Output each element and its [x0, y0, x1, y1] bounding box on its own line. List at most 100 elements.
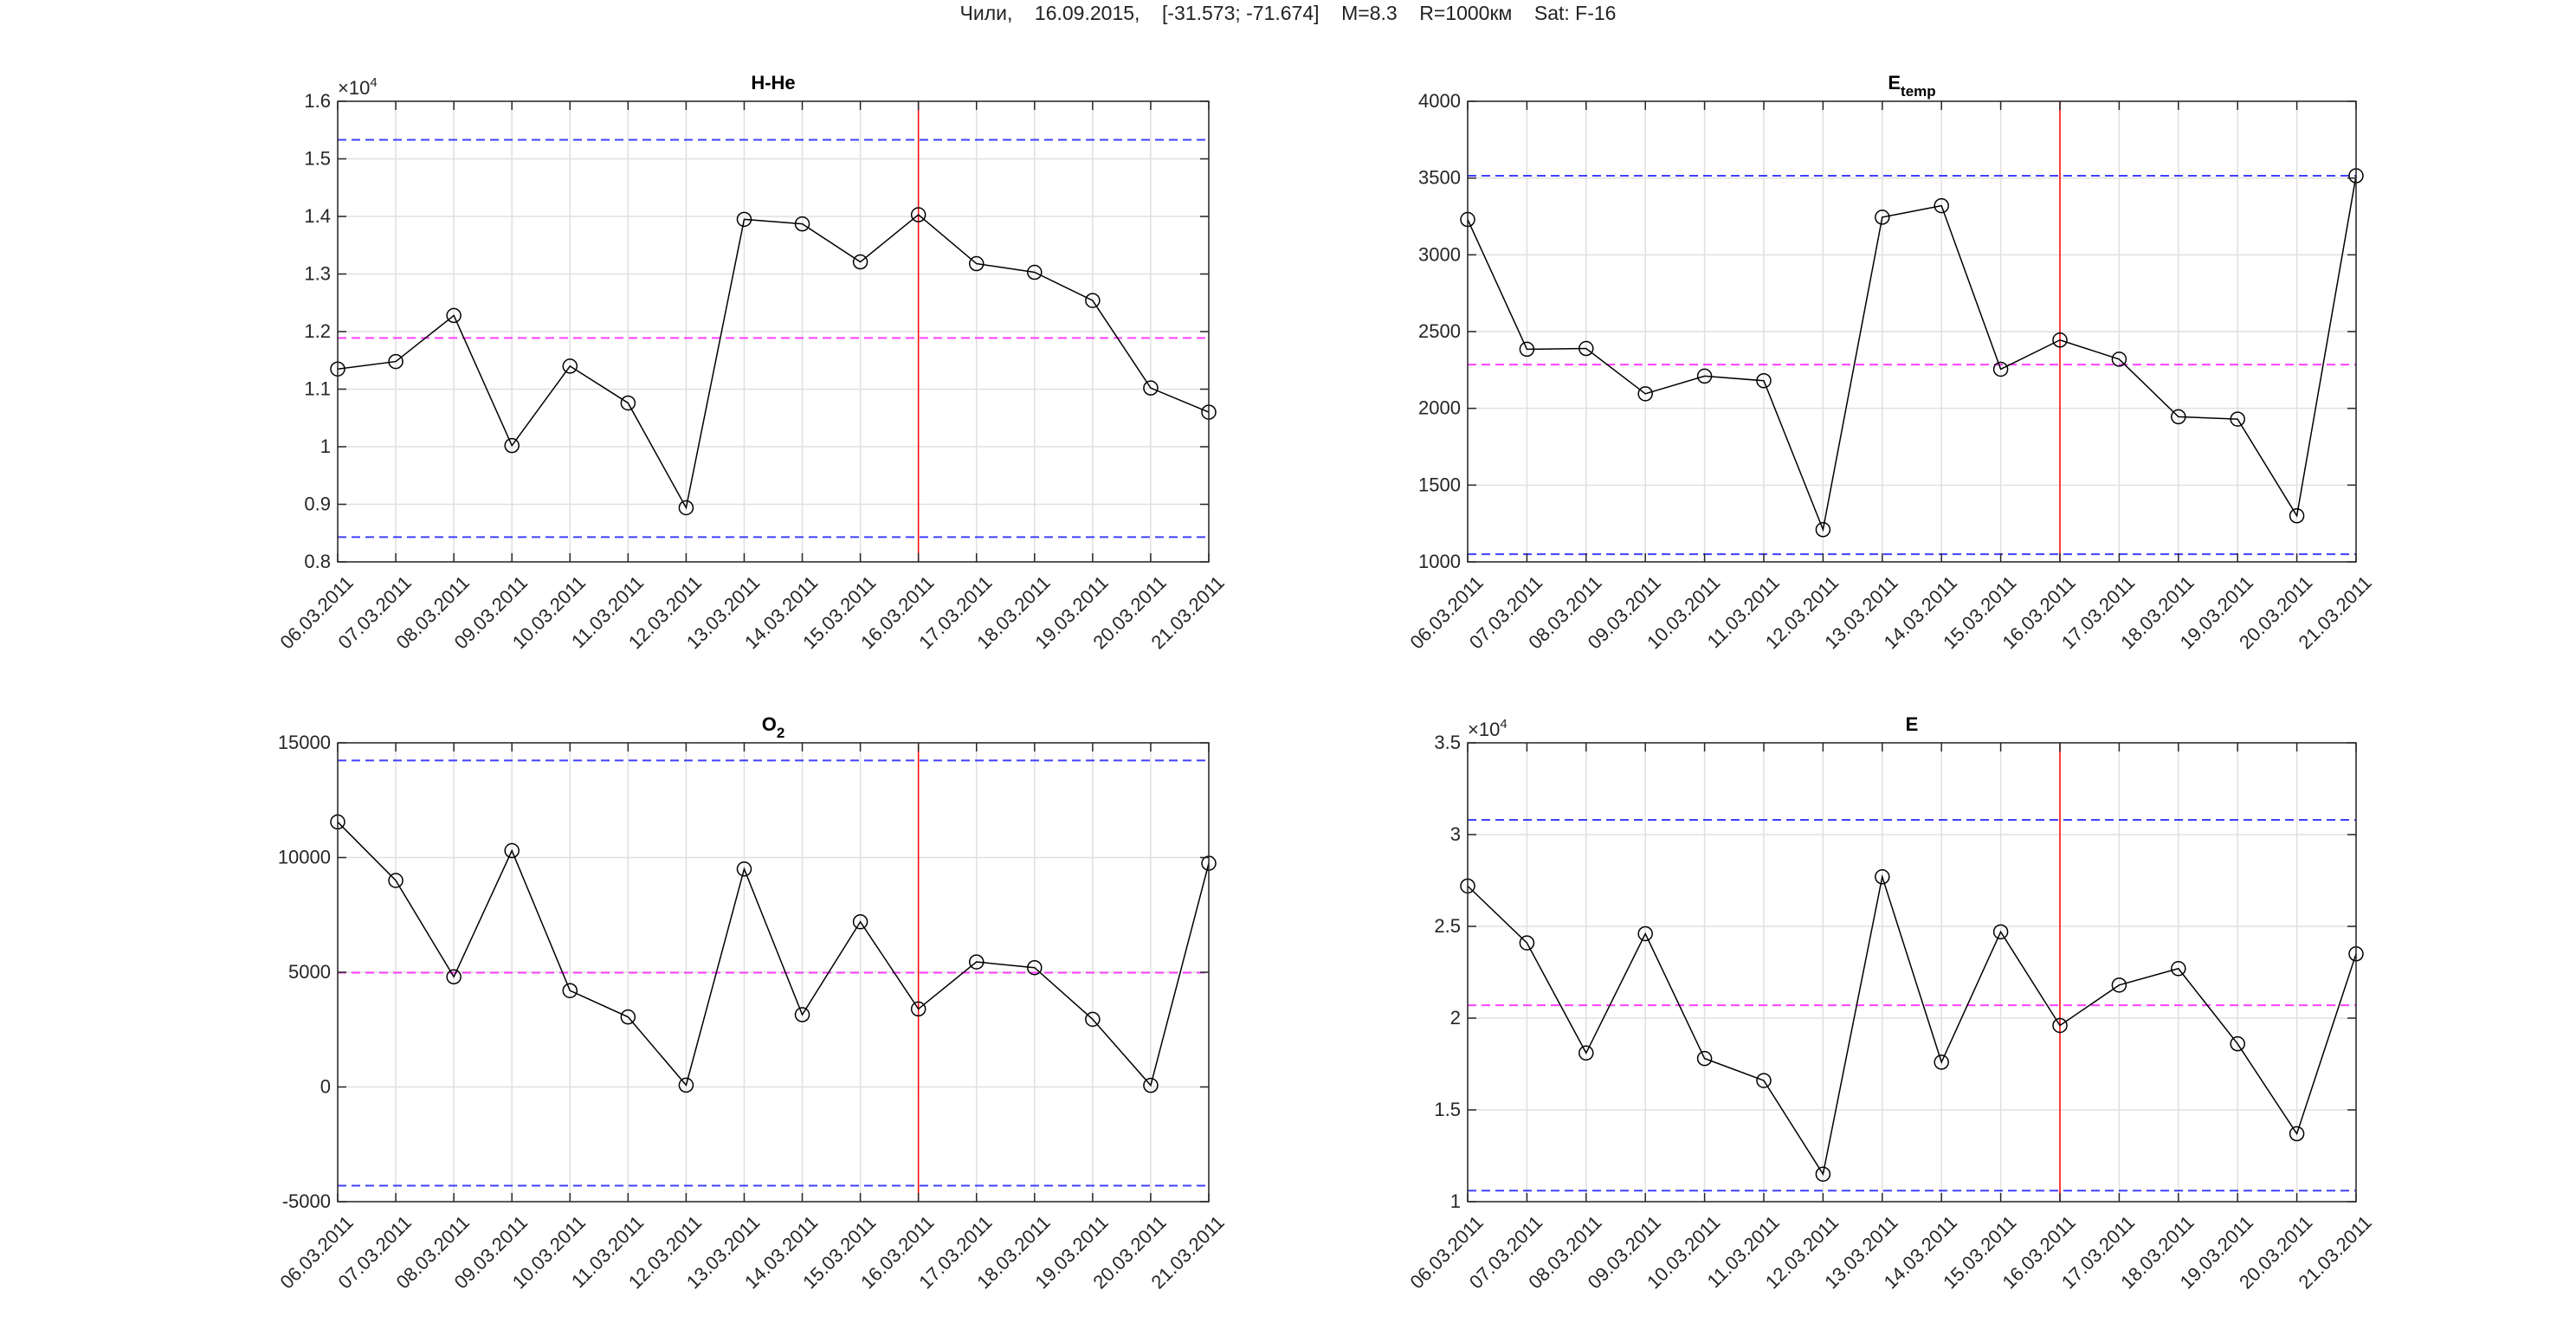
y-tick-label: 1.5: [1434, 1099, 1461, 1120]
y-tick-label: 0.8: [304, 551, 331, 572]
y-tick-label: 3.5: [1434, 732, 1461, 753]
data-point: [2111, 977, 2127, 993]
data-point: [1579, 340, 1594, 357]
data-point: [1934, 1054, 1949, 1070]
data-point: [1519, 341, 1535, 358]
figure-title: Чили, 16.09.2015, [-31.573; -71.674] M=8…: [959, 2, 1617, 24]
data-point: [2052, 332, 2068, 348]
y-tick-label: 1000: [1418, 551, 1461, 572]
data-point: [968, 954, 985, 970]
data-point: [562, 983, 578, 998]
y-tick-label: 1.1: [304, 378, 331, 400]
y-exponent-label: ×104: [338, 75, 378, 99]
data-point: [1992, 924, 2009, 940]
y-tick-label: 4000: [1418, 90, 1461, 112]
subplot-2: 06.03.201107.03.201108.03.201109.03.2011…: [1405, 72, 2375, 654]
data-point: [1027, 264, 1043, 281]
series-line: [1467, 175, 2357, 532]
y-tick-label: 2.5: [1434, 915, 1461, 937]
axes-box: [1467, 742, 2357, 1203]
data-point: [620, 395, 636, 411]
subplot-1: 06.03.201107.03.201108.03.201109.03.2011…: [275, 72, 1228, 654]
subplot-4: 06.03.201107.03.201108.03.201109.03.2011…: [1405, 713, 2375, 1293]
data-point: [2289, 1125, 2305, 1142]
data-point: [2171, 961, 2186, 977]
series-line: [337, 214, 1210, 510]
y-tick-label: 15000: [278, 732, 331, 753]
data-point: [2230, 1035, 2245, 1052]
data-point: [504, 437, 520, 454]
data-point: [910, 1001, 926, 1017]
y-tick-label: 1.6: [304, 90, 331, 112]
data-point: [504, 842, 520, 859]
data-point: [852, 913, 868, 930]
y-tick-label: 1: [1450, 1190, 1461, 1212]
y-tick-label: 1.3: [304, 263, 331, 285]
y-tick-label: 1.4: [304, 205, 331, 227]
data-point: [1579, 1045, 1594, 1061]
y-tick-label: -5000: [282, 1190, 331, 1212]
data-point: [736, 211, 752, 228]
subplot-title: O2: [762, 713, 785, 741]
y-tick-label: 0: [320, 1076, 331, 1098]
y-tick-label: 3: [1450, 823, 1461, 845]
data-point: [1815, 1166, 1831, 1182]
y-exponent-label: ×104: [1468, 717, 1508, 740]
data-point: [1143, 380, 1159, 396]
data-point: [2230, 411, 2245, 427]
data-point: [1143, 1077, 1159, 1093]
y-tick-label: 1: [320, 435, 331, 457]
data-point: [2171, 409, 2186, 425]
data-point: [446, 307, 462, 324]
y-tick-label: 5000: [288, 961, 331, 983]
data-point: [2289, 508, 2305, 524]
data-point: [1756, 1073, 1772, 1088]
subplot-3: 06.03.201107.03.201108.03.201109.03.2011…: [275, 713, 1228, 1293]
subplot-title: E: [1906, 713, 1919, 735]
y-tick-label: 10000: [278, 847, 331, 868]
data-point: [1875, 869, 1890, 885]
y-tick-label: 2000: [1418, 397, 1461, 419]
data-point: [388, 353, 404, 370]
data-point: [1756, 372, 1772, 389]
plot-area: [1468, 743, 2356, 1202]
data-point: [852, 254, 868, 270]
y-tick-label: 1.5: [304, 148, 331, 170]
data-point: [1696, 1050, 1713, 1067]
data-point: [968, 255, 985, 272]
data-point: [446, 969, 462, 985]
y-tick-label: 1500: [1418, 474, 1461, 495]
data-point: [794, 1007, 810, 1022]
data-point: [1085, 1011, 1101, 1028]
data-point: [794, 216, 810, 232]
data-point: [1637, 386, 1653, 402]
data-point: [1875, 210, 1890, 225]
data-point: [1815, 522, 1831, 538]
y-tick-label: 2500: [1418, 320, 1461, 342]
y-tick-label: 2: [1450, 1007, 1461, 1029]
series-line: [1467, 874, 2357, 1177]
subplot-title: H-He: [751, 72, 795, 94]
data-point: [2052, 1017, 2068, 1034]
data-point: [1934, 197, 1949, 214]
data-point: [1085, 293, 1101, 308]
y-tick-label: 1.2: [304, 320, 331, 342]
subplot-title: Etemp: [1888, 72, 1935, 100]
data-point: [2111, 351, 2127, 367]
data-point: [1637, 925, 1653, 942]
data-point: [910, 207, 926, 222]
data-point: [678, 1077, 694, 1093]
data-point: [1027, 959, 1043, 976]
data-point: [620, 1009, 636, 1025]
data-point: [562, 358, 578, 374]
y-tick-label: 3500: [1418, 167, 1461, 189]
y-tick-label: 3000: [1418, 243, 1461, 265]
data-point: [1992, 361, 2009, 377]
data-point: [736, 861, 752, 877]
data-point: [1519, 935, 1535, 951]
y-tick-label: 0.9: [304, 493, 331, 515]
data-point: [1696, 368, 1713, 384]
data-point: [388, 873, 404, 888]
series-line: [337, 821, 1210, 1087]
